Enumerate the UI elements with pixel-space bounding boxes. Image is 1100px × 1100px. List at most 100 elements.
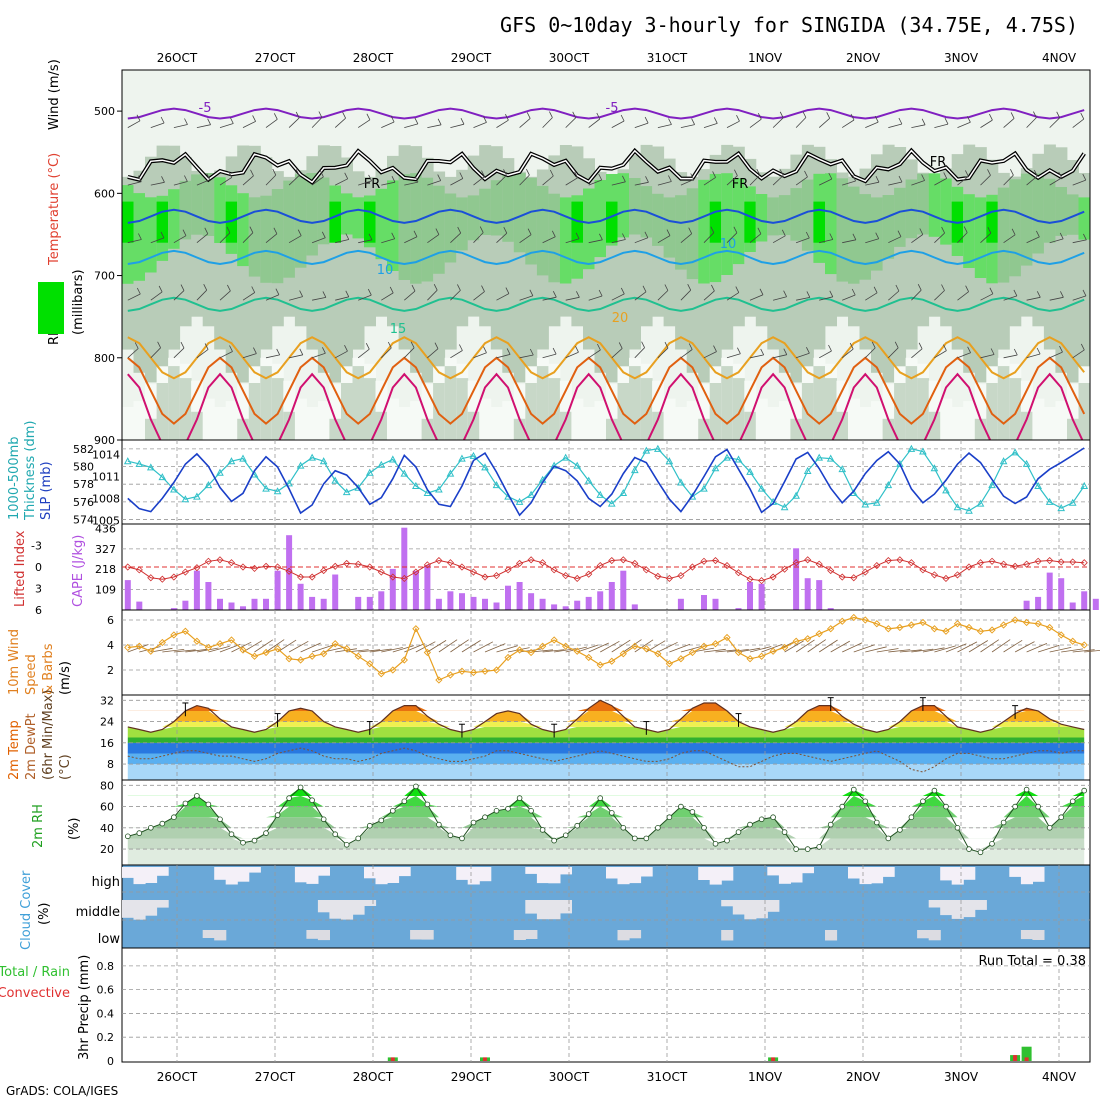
rh-point — [989, 840, 995, 847]
lifted-index-point — [919, 566, 927, 574]
wind-speed-point — [124, 643, 132, 652]
thickness-point — [481, 463, 489, 471]
cloud-high-cell — [248, 867, 261, 873]
wind-speed-point — [999, 621, 1008, 629]
rh-band-cell — [329, 146, 342, 383]
wind-barb-flag — [897, 230, 902, 237]
wind-barb-shaft — [450, 290, 461, 301]
rh-moist-cell — [917, 173, 930, 235]
cloud-high-cell — [848, 867, 861, 879]
wind-barb-shaft — [703, 123, 718, 128]
wind-barb-flag — [783, 290, 787, 297]
thickness-point — [458, 454, 466, 462]
wind-speed-point — [654, 650, 662, 658]
thickness-point — [308, 453, 316, 461]
wind-barb-flag — [645, 176, 649, 183]
wind-barb-flag — [829, 290, 834, 297]
lifted-index-point — [608, 556, 616, 565]
slp-axis-label: SLP (mb) — [39, 461, 54, 520]
wind-speed-point — [827, 625, 835, 633]
wind-10m-barb — [358, 649, 381, 653]
lifted-index-point — [942, 574, 950, 583]
rh-tick-label: 80 — [100, 779, 114, 792]
cloud-middle-cell — [525, 900, 538, 914]
cloud-middle-cell — [559, 900, 572, 914]
precip-legend-rain: Total / Rain — [0, 965, 70, 980]
wind-barb-shaft — [381, 121, 395, 128]
rh-point — [770, 814, 776, 820]
rh-moist-cell — [248, 197, 261, 277]
wind-barb-flag — [806, 347, 810, 354]
wind-barb-flag — [368, 233, 373, 240]
wind-barb-shaft — [150, 122, 165, 128]
cape-bar — [401, 527, 408, 610]
wind-10m-barb — [784, 640, 804, 653]
cape-bar — [435, 598, 442, 610]
rh-lower-cell — [364, 378, 376, 440]
wind-barb-flag — [251, 286, 256, 293]
lifted-index-point — [792, 559, 800, 567]
thickness-point — [838, 465, 847, 473]
rh-moist-cell — [214, 177, 227, 243]
wind-10m-barb — [703, 648, 726, 653]
wind-barb-shaft — [450, 123, 465, 128]
rh-dry-cell — [1032, 398, 1045, 440]
lifted-index-point — [400, 574, 408, 583]
wind-10m-barb — [945, 643, 967, 653]
temp-axis-label: 2m Temp — [7, 720, 22, 780]
rh-point — [816, 844, 822, 850]
thickness-point — [262, 484, 270, 492]
wind-barb-shaft — [219, 177, 232, 186]
rh-dry-cell — [490, 407, 503, 440]
cape-label: CAPE (J/kg) — [71, 535, 86, 607]
cape-bar — [228, 602, 235, 610]
wind-barb-shaft — [311, 237, 326, 244]
wind-barb-shaft — [404, 236, 418, 244]
rh-moist-cell — [490, 180, 503, 236]
wind-barb-shaft — [496, 175, 507, 186]
thickness-panel-frame — [121, 439, 1091, 525]
wind-10m-barb — [1084, 649, 1100, 653]
date-label-bottom: 30OCT — [549, 1070, 590, 1084]
lifted-index-point — [1011, 562, 1019, 570]
wind-speed-point — [193, 637, 201, 645]
wind-barb-flag — [437, 118, 442, 125]
cape-bar — [747, 582, 753, 610]
temperature-axis-label: Temperature (°C) — [47, 153, 62, 266]
cloud-middle-cell — [548, 900, 561, 920]
rh-point — [758, 816, 765, 823]
rh-point — [827, 821, 834, 828]
wind-barb-shaft — [311, 176, 324, 186]
wind-barb-flag — [941, 284, 945, 291]
wind-barb-shaft — [427, 348, 439, 359]
wind-barb-shaft — [749, 118, 762, 128]
wind-speed-point — [538, 642, 547, 650]
wind-speed-point — [250, 652, 259, 660]
cloud-high-cell — [963, 867, 976, 880]
wind-speed-point — [273, 645, 282, 653]
wind-speed-point — [389, 666, 397, 674]
rh-dry-cell — [479, 398, 492, 440]
wind-speed-point — [711, 640, 720, 648]
rh-moist-cell — [594, 180, 607, 258]
temp-axis-label: (6hr Min/Max) — [41, 690, 56, 780]
rh-tick-label: 20 — [100, 843, 114, 856]
wind-10m-label: Speed — [24, 654, 39, 695]
wind-barb-flag — [1033, 169, 1038, 177]
wind-10m-label: (m/s) — [58, 661, 73, 695]
slp-line — [127, 447, 1085, 517]
rh-band-cell — [1043, 144, 1056, 350]
cape-bar — [597, 591, 604, 610]
cloud-low-cell — [317, 930, 330, 941]
thickness-point — [354, 483, 363, 491]
wind-barb-flag — [641, 341, 645, 348]
thickness-point — [815, 453, 824, 461]
wind-barb-flag — [802, 111, 807, 118]
wind-barb-flag — [551, 230, 556, 237]
wind-barb-flag — [527, 228, 532, 235]
wind-barb-flag — [1036, 230, 1040, 238]
isotherm-label: 10 — [720, 237, 737, 252]
lifted-index-point — [274, 563, 282, 571]
rh-band — [127, 817, 1085, 828]
wind-barb-flag — [457, 226, 462, 234]
